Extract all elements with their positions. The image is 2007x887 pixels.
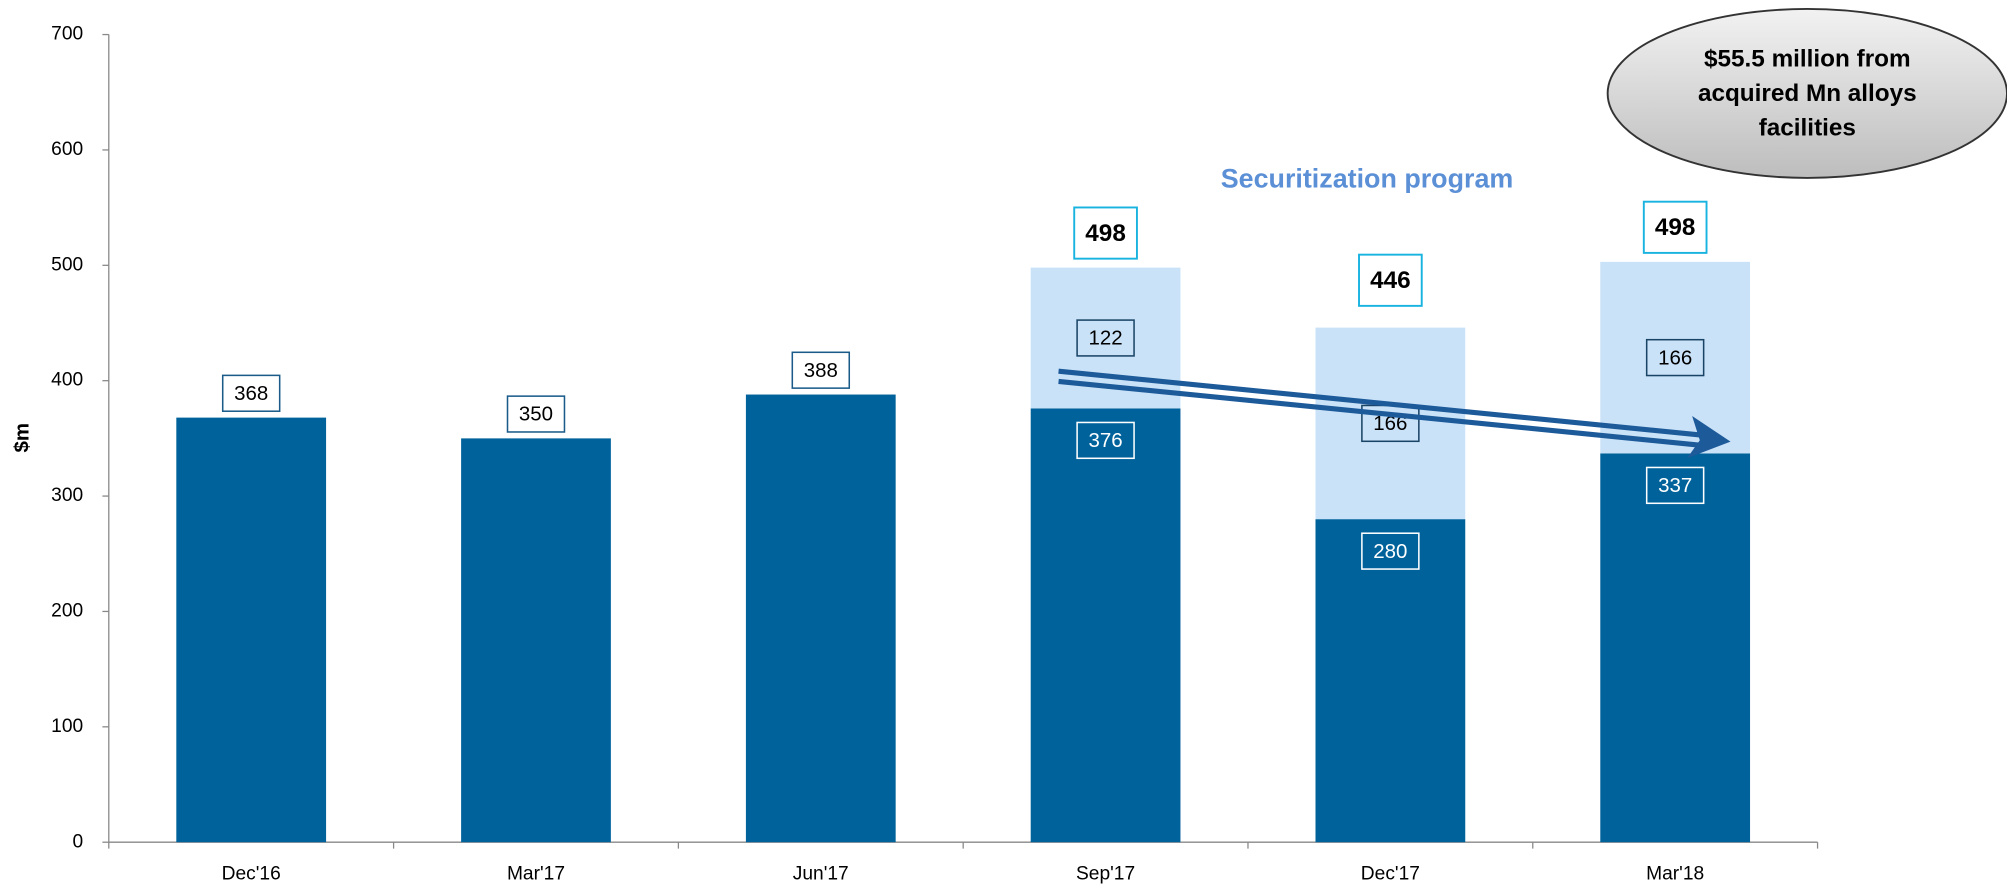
bar-segment: [1600, 453, 1751, 843]
trend-arrow: [1058, 368, 1731, 459]
bar-segment: [461, 438, 611, 843]
y-tick-label: 500: [51, 254, 83, 275]
y-tick-label: 200: [51, 601, 83, 622]
value-label: 376: [1088, 429, 1122, 452]
x-tick-label: Dec'17: [1361, 863, 1420, 884]
value-label: 166: [1658, 346, 1692, 369]
x-tick-label: Mar'18: [1646, 863, 1704, 884]
value-label: 368: [234, 382, 268, 405]
value-label: 446: [1370, 267, 1411, 294]
annotation: Securitization program: [1221, 164, 1514, 194]
bar-segment: [1315, 327, 1466, 520]
callout-text: $55.5 million from: [1704, 46, 1911, 73]
value-label-box: [1073, 206, 1138, 260]
bar-segment: [745, 394, 896, 843]
value-label: 337: [1658, 474, 1692, 497]
value-label-box: [1358, 253, 1423, 307]
x-tick-label: Jun'17: [793, 863, 849, 884]
value-label: 122: [1088, 327, 1122, 350]
bar-segment: [1030, 408, 1181, 843]
value-label-box: [1645, 338, 1705, 377]
callout-text: acquired Mn alloys: [1698, 80, 1917, 107]
y-axis-label: $m: [10, 423, 33, 453]
value-label-box: [1642, 200, 1708, 254]
callout-bubble: [1606, 8, 2007, 179]
value-label: 498: [1655, 214, 1696, 241]
value-label: 498: [1085, 220, 1126, 247]
value-label-box: [1076, 319, 1135, 357]
bar-segment: [176, 417, 327, 843]
bar-segment: [1600, 261, 1751, 454]
x-tick-label: Sep'17: [1076, 863, 1135, 884]
value-label-box: [1645, 466, 1705, 505]
value-label: 350: [519, 403, 553, 426]
y-tick-label: 300: [51, 485, 83, 506]
value-label-box: [506, 395, 566, 433]
value-label: 280: [1373, 540, 1407, 563]
value-label-box: [1076, 421, 1135, 460]
y-tick-label: 600: [51, 139, 83, 160]
value-label-box: [791, 351, 851, 389]
y-tick-label: 700: [51, 24, 83, 45]
x-tick-label: Mar'17: [507, 863, 565, 884]
bar-segment: [1315, 519, 1466, 843]
value-label: 388: [804, 359, 838, 382]
y-tick-label: 100: [51, 716, 83, 737]
y-tick-label: 400: [51, 370, 83, 391]
value-label-box: [1361, 532, 1420, 570]
x-tick-label: Dec'16: [222, 863, 281, 884]
value-label-box: [221, 374, 281, 412]
y-tick-label: 0: [73, 831, 84, 852]
callout-text: facilities: [1759, 115, 1856, 142]
